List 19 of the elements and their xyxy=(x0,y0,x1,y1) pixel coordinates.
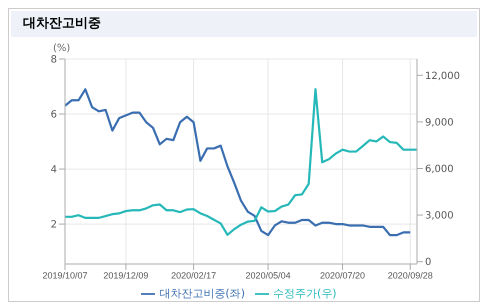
x-tick-label: 2019/12/09 xyxy=(103,270,148,280)
chart-title: 대차잔고비중 xyxy=(11,11,477,37)
y-tick-label: 8 xyxy=(50,54,57,66)
legend-label: 수정주가(우) xyxy=(273,287,337,300)
y-axis-title: (%) xyxy=(53,43,70,54)
x-tick-label: 2020/02/17 xyxy=(171,270,216,280)
x-tick-label: 2020/07/20 xyxy=(320,270,366,280)
y2-tick-label: 0 xyxy=(425,257,432,268)
y2-tick-label: 3,000 xyxy=(425,210,454,222)
y-tick-label: 2 xyxy=(50,220,57,231)
y2-tick-label: 9,000 xyxy=(425,117,454,128)
x-tick-label: 2020/05/04 xyxy=(246,270,291,280)
y-tick-label: 6 xyxy=(50,110,57,121)
x-tick-label: 2019/10/07 xyxy=(42,270,88,280)
y2-tick-label: 12,000 xyxy=(425,70,460,82)
y2-tick-label: 6,000 xyxy=(425,164,454,176)
legend-label: 대차잔고비중(좌) xyxy=(159,287,245,300)
y-tick-label: 4 xyxy=(50,164,57,176)
x-tick-label: 2020/09/28 xyxy=(388,270,433,280)
